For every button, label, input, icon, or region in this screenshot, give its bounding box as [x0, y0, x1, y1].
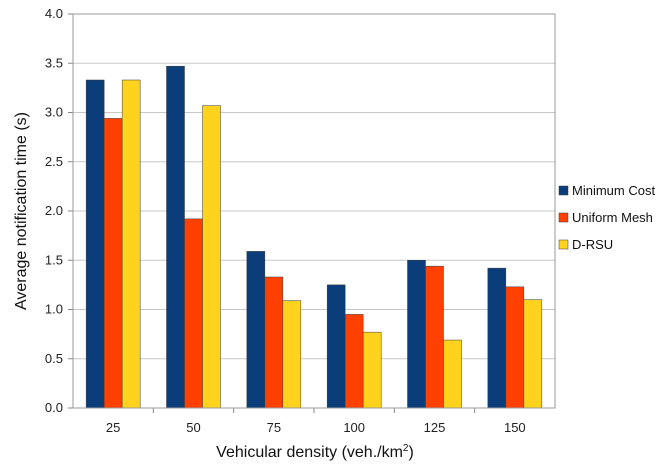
bar	[202, 105, 221, 409]
bar	[425, 265, 444, 409]
y-tick-label: 2.5	[45, 154, 63, 169]
legend: Minimum Cost Uniform Mesh D-RSU	[558, 183, 655, 252]
x-tick-label: 125	[424, 420, 446, 435]
bars	[85, 65, 543, 409]
y-tick-label: 2.0	[45, 203, 63, 218]
x-axis-title-superscript: 2	[403, 443, 409, 454]
y-tick-label: 3.5	[45, 55, 63, 70]
bar	[523, 299, 543, 409]
y-tick-label: 1.5	[45, 252, 63, 267]
y-tick-labels: 0.0 0.5 1.0 1.5 2.0 2.5 3.0 3.5 4.0	[45, 6, 63, 415]
axes	[72, 13, 556, 409]
x-tick-label: 150	[504, 420, 526, 435]
legend-label: Uniform Mesh	[572, 210, 653, 225]
x-axis-title: Vehicular density (veh./km2)	[216, 443, 414, 461]
plot-area-border	[72, 13, 556, 409]
legend-swatch	[558, 239, 569, 250]
bar	[103, 118, 123, 409]
legend-label: D-RSU	[572, 237, 613, 252]
bar	[246, 251, 266, 409]
bar	[344, 314, 364, 409]
bar	[166, 65, 185, 409]
x-axis-title-main: Vehicular density (veh./km	[216, 444, 403, 461]
bar	[85, 79, 105, 409]
x-tick-label: 100	[343, 420, 365, 435]
bar	[407, 260, 426, 409]
x-tick-labels: 25 50 75 100 125 150	[106, 420, 526, 435]
bar	[443, 339, 462, 409]
y-tick-label: 0.0	[45, 400, 63, 415]
y-tick-label: 4.0	[45, 6, 63, 21]
y-tick-label: 1.0	[45, 302, 63, 317]
x-tick-label: 50	[186, 420, 200, 435]
bar	[264, 276, 284, 409]
x-tick-label: 25	[106, 420, 120, 435]
legend-swatch	[558, 185, 569, 196]
y-tick-label: 0.5	[45, 351, 63, 366]
bar	[505, 286, 525, 409]
legend-label: Minimum Cost	[572, 183, 655, 198]
x-axis-title-tail: )	[408, 444, 413, 461]
y-tick-label: 3.0	[45, 105, 63, 120]
bar	[282, 300, 302, 409]
gridlines	[68, 13, 555, 413]
bar	[487, 267, 507, 409]
y-axis-title: Average notification time (s)	[13, 112, 30, 310]
bar	[362, 331, 382, 409]
legend-swatch	[558, 212, 569, 223]
bar	[326, 284, 346, 409]
bar	[184, 218, 203, 409]
x-tick-label: 75	[267, 420, 281, 435]
bar	[121, 79, 141, 409]
